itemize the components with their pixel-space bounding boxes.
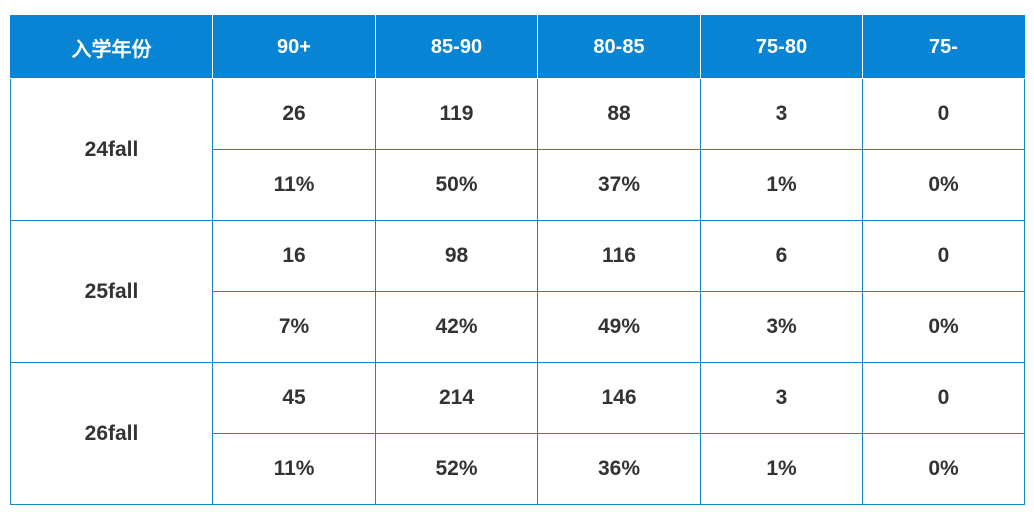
year-cell: 26fall — [10, 362, 213, 505]
count-row: 24fall 26 119 88 3 0 — [10, 78, 1025, 221]
percent-cell: 0% — [862, 149, 1025, 221]
percent-row: 11% 50% 37% 1% 0% — [11, 149, 1025, 221]
count-row: 25fall 16 98 116 6 0 — [10, 220, 1025, 363]
count-cell: 3 — [700, 362, 863, 434]
count-cell: 214 — [375, 362, 538, 434]
count-cell: 0 — [862, 78, 1025, 150]
percent-cell: 42% — [375, 291, 538, 363]
percent-cell: 11% — [212, 433, 376, 505]
table-header: 入学年份 90+ 85-90 80-85 75-80 75- — [10, 15, 1025, 79]
year-cell: 25fall — [10, 220, 213, 363]
percent-cell: 0% — [862, 291, 1025, 363]
count-cell: 26 — [212, 78, 376, 150]
percent-cell: 52% — [375, 433, 538, 505]
count-cell: 116 — [537, 220, 701, 292]
count-row: 26fall 45 214 146 3 0 — [10, 362, 1025, 505]
percent-cell: 36% — [537, 433, 701, 505]
header-cell: 80-85 — [537, 15, 701, 79]
percent-cell: 1% — [700, 433, 863, 505]
count-cell: 88 — [537, 78, 701, 150]
header-cell: 入学年份 — [10, 15, 213, 79]
percent-cell: 1% — [700, 149, 863, 221]
percent-cell: 37% — [537, 149, 701, 221]
header-cell: 75-80 — [700, 15, 863, 79]
percent-cell: 50% — [375, 149, 538, 221]
percent-row: 7% 42% 49% 3% 0% — [11, 291, 1025, 363]
count-cell: 0 — [862, 362, 1025, 434]
count-cell: 6 — [700, 220, 863, 292]
header-cell: 85-90 — [375, 15, 538, 79]
count-cell: 16 — [212, 220, 376, 292]
header-cell: 75- — [862, 15, 1025, 79]
percent-row: 11% 52% 36% 1% 0% — [11, 433, 1025, 505]
year-cell: 24fall — [10, 78, 213, 221]
count-cell: 146 — [537, 362, 701, 434]
percent-cell: 11% — [212, 149, 376, 221]
percent-cell: 7% — [212, 291, 376, 363]
count-cell: 119 — [375, 78, 538, 150]
count-cell: 0 — [862, 220, 1025, 292]
count-cell: 3 — [700, 78, 863, 150]
score-table: 入学年份 90+ 85-90 80-85 75-80 75- 24fall 26 119 88 3… — [10, 15, 1025, 505]
table-body: 24fall 26 119 88 3 0 11% 50% 37% 1% 0% 25fall 16 98 11… — [10, 78, 1025, 505]
percent-cell: 0% — [862, 433, 1025, 505]
header-cell: 90+ — [212, 15, 376, 79]
count-cell: 45 — [212, 362, 376, 434]
count-cell: 98 — [375, 220, 538, 292]
percent-cell: 49% — [537, 291, 701, 363]
header-row: 入学年份 90+ 85-90 80-85 75-80 75- — [10, 15, 1025, 79]
percent-cell: 3% — [700, 291, 863, 363]
